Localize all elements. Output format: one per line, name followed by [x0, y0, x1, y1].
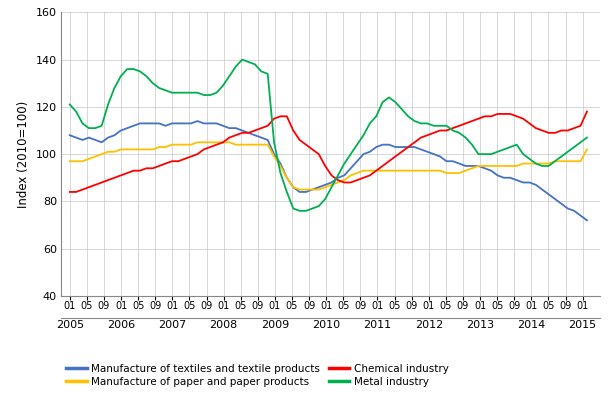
Y-axis label: Index (2010=100): Index (2010=100)	[17, 101, 31, 208]
Legend: Manufacture of textiles and textile products, Manufacture of paper and paper pro: Manufacture of textiles and textile prod…	[67, 363, 449, 387]
